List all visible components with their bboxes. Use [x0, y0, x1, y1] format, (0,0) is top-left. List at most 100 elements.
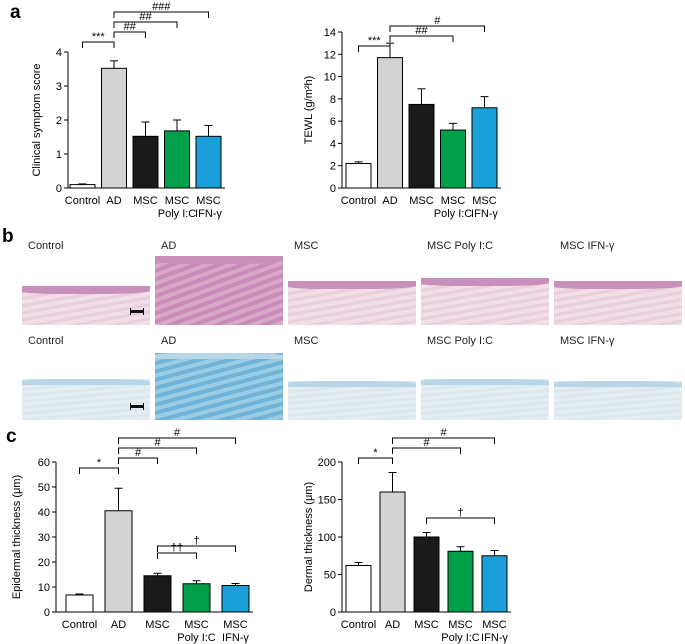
he-tile-msc: MSC: [288, 236, 416, 325]
y-tick-label: 10: [324, 72, 336, 84]
significance-label: ##: [415, 25, 428, 37]
significance-bracket: [118, 437, 236, 444]
bar-1: [104, 510, 133, 613]
bar-3: [182, 583, 211, 613]
bar-0: [345, 565, 372, 613]
x-tick-label: MSC: [448, 619, 473, 631]
bar-1: [379, 491, 406, 613]
y-tick-label: 6: [330, 116, 336, 128]
significance-bracket: [389, 35, 454, 42]
y-tick-label: 3: [56, 81, 62, 93]
bar-3: [164, 130, 190, 189]
panel-label-c: c: [6, 426, 17, 447]
significance-bracket: [426, 517, 495, 524]
bar-0: [65, 594, 94, 613]
y-tick-label: 30: [38, 532, 50, 544]
significance-label: #: [135, 447, 142, 459]
x-tick-label: MSC: [145, 619, 170, 631]
x-tick-label: Control: [62, 619, 97, 631]
x-tick-label: MSC: [133, 195, 158, 207]
significance-label: †: [457, 507, 463, 519]
blue-tile-ad: AD: [155, 331, 283, 420]
clinical-score-chart: 0 1 2 3 4 Clinical symptom score Control AD MSC M…: [31, 1, 225, 220]
x-tick-label: AD: [111, 619, 126, 631]
significance-bracket: [118, 447, 197, 454]
x-tick-label: Poly I:C: [434, 208, 473, 220]
y-tick-label: 50: [38, 482, 50, 494]
significance-label: ***: [92, 31, 106, 43]
scale-bar: [130, 308, 144, 315]
significance-label: ###: [152, 1, 171, 13]
epidermal-thickness-chart: 0 10 20 30 40 50 60 Epidermal thickness (μm) Con…: [11, 427, 253, 644]
y-tick-label: 4: [330, 138, 336, 150]
blue-tile-msc: MSC: [288, 331, 416, 420]
bar-4: [195, 135, 222, 189]
significance-label: ***: [368, 35, 382, 47]
x-tick-label: IFN-γ: [195, 208, 222, 220]
significance-label: ††: [171, 542, 183, 554]
x-tick-label: Control: [341, 619, 376, 631]
significance-bracket: [389, 25, 485, 32]
significance-bracket: [358, 45, 391, 52]
y-tick-label: 1: [56, 149, 62, 161]
he-tile-msc-poly-ic: MSC Poly I:C: [421, 236, 549, 325]
tile-label: MSC Poly I:C: [427, 335, 494, 347]
x-tick-label: MSC: [441, 195, 466, 207]
significance-label: #: [423, 437, 430, 449]
significance-bracket: [358, 457, 393, 464]
tewl-chart: 0 2 4 6 8 10 12 14 TEWL (g/m²h) Control AD MSC MSCPo…: [303, 15, 501, 220]
significance-bracket: [79, 467, 119, 474]
y-tick-label: 12: [324, 49, 336, 61]
tile-label: MSC Poly I:C: [427, 240, 494, 252]
y-tick-label: 50: [324, 570, 336, 582]
significance-bracket: [157, 545, 236, 552]
y-tick-label: 10: [38, 582, 50, 594]
significance-bracket: [392, 447, 461, 454]
x-tick-label: MSC: [409, 195, 434, 207]
blue-tile-control: Control: [22, 331, 150, 420]
x-tick-label: IFN-γ: [471, 208, 498, 220]
bar-0: [345, 162, 372, 189]
tile-label: AD: [161, 240, 177, 252]
y-axis-label: Epidermal thickness (μm): [11, 475, 23, 599]
x-tick-label: IFN-γ: [481, 632, 508, 644]
significance-bracket: [113, 21, 178, 28]
y-tick-label: 40: [38, 507, 50, 519]
y-tick-label: 150: [318, 495, 336, 507]
x-tick-label: MSC: [414, 619, 439, 631]
bar-2: [132, 135, 159, 189]
significance-bracket: [113, 11, 209, 18]
bar-3: [447, 550, 474, 613]
bar-1: [101, 67, 127, 189]
significance-label: #: [154, 437, 161, 449]
x-tick-label: Control: [341, 195, 376, 207]
x-tick-label: Poly I:C: [158, 208, 197, 220]
tile-label: MSC: [294, 240, 319, 252]
x-tick-label: Poly I:C: [177, 632, 216, 644]
significance-bracket: [82, 41, 115, 48]
y-tick-label: 8: [330, 94, 336, 106]
x-tick-label: AD: [385, 619, 400, 631]
significance-bracket: [118, 457, 158, 464]
y-tick-label: 0: [330, 607, 336, 619]
bar-4: [481, 555, 508, 613]
significance-bracket: [392, 437, 495, 444]
bar-4: [221, 585, 250, 613]
blue-tile-msc-poly-ic: MSC Poly I:C: [421, 331, 549, 420]
bar-0: [69, 184, 96, 189]
y-axis-label: Clinical symptom score: [31, 63, 43, 176]
significance-label: #: [434, 15, 441, 27]
bar-2: [413, 536, 440, 613]
x-tick-label: MSC: [165, 195, 190, 207]
bar-1: [377, 57, 403, 189]
bar-4: [471, 107, 498, 189]
tile-label: MSC IFN-γ: [560, 335, 615, 347]
x-tick-label: MSC: [223, 619, 248, 631]
scale-bar: [130, 403, 144, 410]
panel-label-b: b: [2, 226, 14, 247]
significance-label: *: [97, 457, 102, 469]
y-axis-label: TEWL (g/m²h): [303, 76, 315, 145]
tile-label: Control: [28, 240, 64, 252]
y-tick-label: 2: [330, 161, 336, 173]
significance-label: #: [174, 427, 181, 439]
